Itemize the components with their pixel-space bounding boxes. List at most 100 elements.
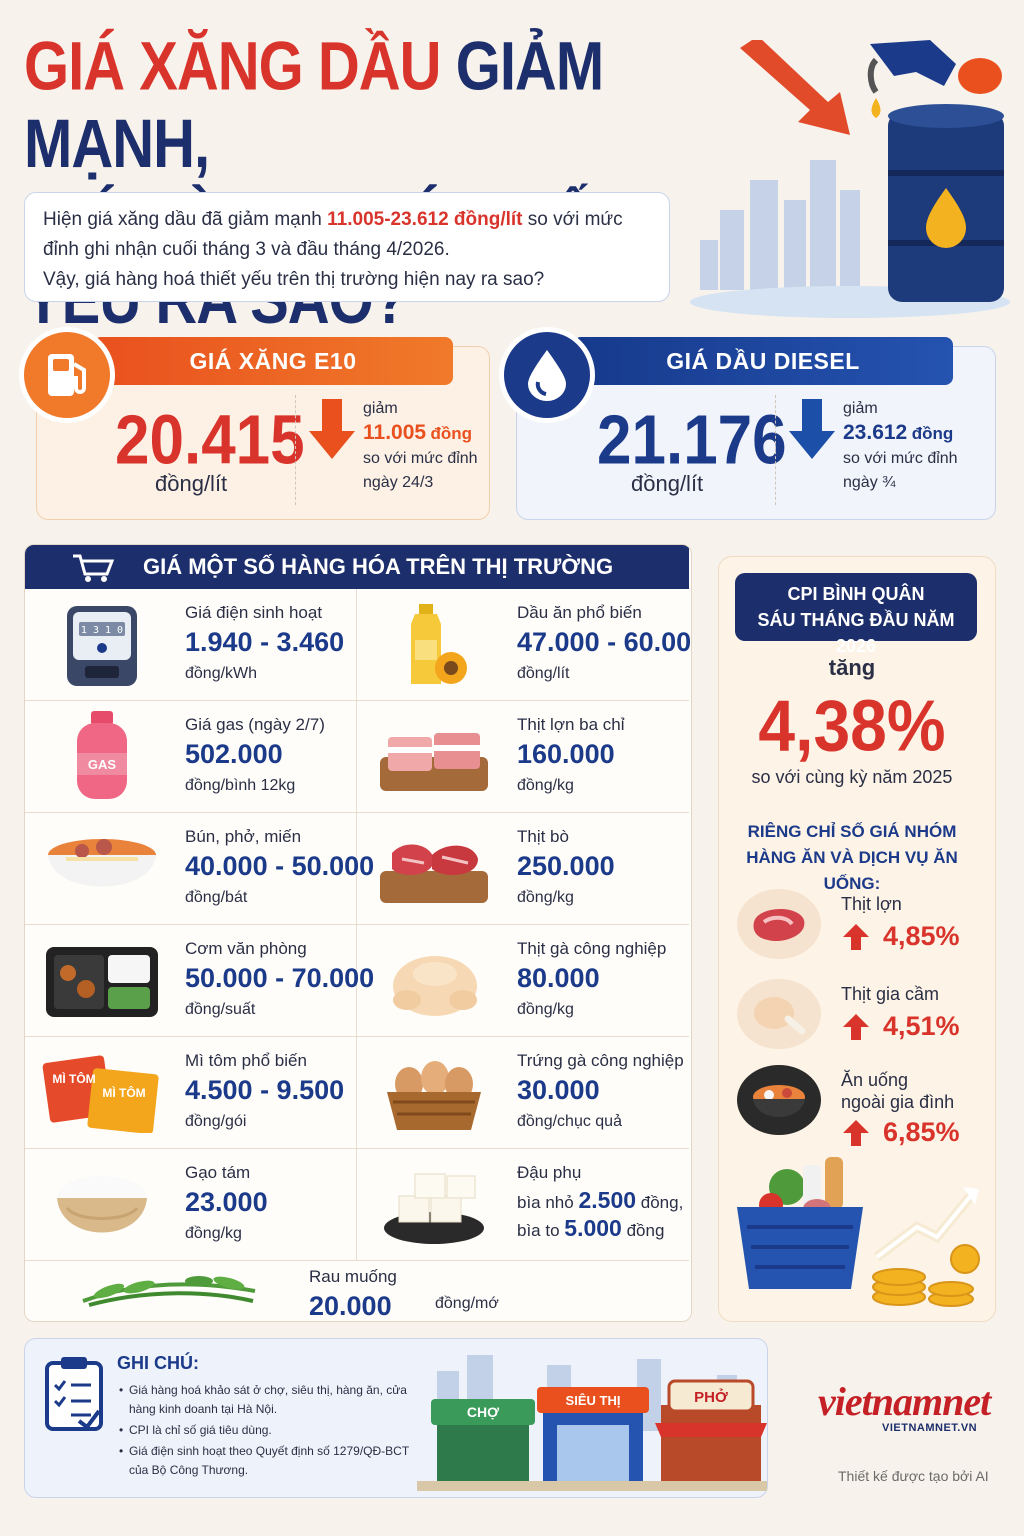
diesel-label: GIÁ DẦU DIESEL	[573, 337, 953, 385]
e10-drop-unit: đồng	[430, 424, 473, 443]
item-value: 80.000	[517, 963, 600, 993]
tofu-small-value: 2.500	[578, 1187, 637, 1213]
item-unit: đồng/kg	[517, 1001, 574, 1018]
cpi-subheading: RIÊNG CHỈ SỐ GIÁ NHÓM HÀNG ĂN VÀ DỊCH VỤ…	[719, 819, 985, 897]
beef-icon	[369, 821, 499, 917]
egg-basket-icon	[369, 1045, 499, 1141]
item-label: Bún, phở, miến	[185, 827, 302, 846]
item-unit: đồng/chục quả	[517, 1113, 622, 1130]
instant-noodle-icon: MÌ TÔM MÌ TÔM	[37, 1045, 167, 1141]
intro-box: Hiện giá xăng dầu đã giảm mạnh 11.005-23…	[24, 192, 670, 302]
cpi-compare: so với cùng kỳ năm 2025	[751, 767, 953, 787]
market-item: Bún, phở, miến 40.000 - 50.000 đồng/bát	[25, 813, 374, 925]
tofu-small-post: đồng,	[640, 1193, 684, 1212]
water-spinach-icon	[82, 1276, 256, 1307]
up-arrow-icon	[843, 1119, 869, 1146]
item-label: Thịt bò	[517, 827, 569, 846]
group-pct-value: 6,85%	[883, 1117, 960, 1147]
supermarket-sign: SIÊU THỊ	[566, 1393, 621, 1408]
market-prices-panel: GIÁ MỘT SỐ HÀNG HÓA TRÊN THỊ TRƯỜNG 1 3 …	[24, 544, 692, 1322]
divider	[295, 395, 296, 505]
e10-price: 20.415	[115, 402, 305, 480]
item-label: Giá gas (ngày 2/7)	[185, 715, 325, 734]
group-pct: 4,51%	[843, 1011, 960, 1042]
tofu-big-value: 5.000	[564, 1215, 622, 1241]
cooking-oil-icon	[369, 597, 499, 693]
gas-cylinder-icon: GAS	[37, 709, 167, 805]
market-item: Trứng gà công nghiệp 30.000 đồng/chục qu…	[357, 1037, 689, 1149]
group-name: Ăn uống ngoài gia đình	[841, 1069, 954, 1113]
up-arrow-icon	[843, 923, 869, 950]
item-value: 23.000	[185, 1187, 268, 1217]
food-bowl-icon	[737, 1065, 821, 1135]
market-heading: GIÁ MỘT SỐ HÀNG HÓA TRÊN THỊ TRƯỜNG	[25, 545, 689, 589]
item-value: 250.000	[517, 851, 615, 881]
diesel-drop: giảm 23.612 đồng so với mức đỉnh ngày ¾	[843, 397, 958, 495]
item-label: Thịt lợn ba chỉ	[517, 715, 625, 734]
storefronts-illustration: CHỢ SIÊU THỊ PHỞ	[417, 1355, 767, 1491]
cpi-group-pork: Thịt lợn 4,85%	[731, 887, 983, 971]
item-unit: đồng/kg	[517, 889, 574, 906]
cpi-up-word: tăng	[828, 655, 876, 680]
item-value: 1.940 - 3.460	[185, 627, 345, 657]
diesel-price: 21.176	[597, 402, 787, 480]
logo-url: VIETNAMNET.VN	[882, 1422, 978, 1434]
diesel-compare-date: ngày ¾	[843, 474, 896, 491]
oil-barrel-illustration	[690, 40, 1010, 318]
tofu-small: bìa nhỏ 2.500 đồng,	[517, 1187, 683, 1214]
oil-drop-icon	[499, 327, 595, 423]
cpi-group-dining: Ăn uống ngoài gia đình 6,85%	[731, 1063, 983, 1147]
title-navy: GIẢM MẠNH,	[24, 28, 604, 183]
market-heading-text: GIÁ MỘT SỐ HÀNG HÓA TRÊN THỊ TRƯỜNG	[143, 554, 614, 579]
spinach-unit: đồng/mớ	[435, 1295, 499, 1312]
market-item: MÌ TÔM MÌ TÔM Mì tôm phổ biến 4.500 - 9.5…	[25, 1037, 357, 1149]
item-label: Gạo tám	[185, 1163, 251, 1182]
item-unit: đồng/bát	[185, 889, 248, 906]
group-name-1: Ăn uống	[841, 1070, 909, 1090]
item-unit: đồng/bình 12kg	[185, 777, 296, 794]
market-item-tofu: Đậu phụ bìa nhỏ 2.500 đồng, bìa to 5.000…	[357, 1149, 689, 1261]
diesel-price-card: GIÁ DẦU DIESEL 21.176 đồng/lít giảm 23.6…	[499, 327, 996, 520]
chicken-icon	[369, 933, 499, 1029]
e10-compare: so với mức đỉnh	[363, 450, 478, 467]
market-item: Gạo tám 23.000 đồng/kg	[25, 1149, 357, 1261]
market-sign: CHỢ	[467, 1404, 499, 1420]
electric-meter-icon: 1 3 1 0	[37, 597, 167, 693]
note-item: CPI là chỉ số giá tiêu dùng.	[119, 1421, 409, 1440]
item-value: 160.000	[517, 739, 615, 769]
logo-wordmark: vietnamnet	[818, 1379, 991, 1424]
item-unit: đồng/gói	[185, 1113, 247, 1130]
cpi-value: 4,38%	[758, 684, 946, 766]
shopping-cart-icon	[73, 554, 115, 582]
item-unit: đồng/suất	[185, 1001, 256, 1018]
divider	[775, 395, 776, 505]
notes-heading: GHI CHÚ:	[117, 1353, 199, 1373]
market-item-spinach: Rau muống 20.000 đồng/mớ	[25, 1261, 689, 1321]
chicken-leg-icon	[737, 979, 821, 1049]
spinach-value: 20.000	[309, 1291, 392, 1321]
e10-drop-word: giảm	[363, 400, 398, 417]
item-label: Giá điện sinh hoạt	[185, 603, 323, 622]
market-item: Dầu ăn phổ biến 47.000 - 60.000 đồng/lít	[357, 589, 691, 701]
intro-highlight: 11.005-23.612 đồng/lít	[327, 209, 523, 230]
item-unit: đồng/kWh	[185, 665, 258, 682]
notes-panel: GHI CHÚ: Giá hàng hoá khảo sát ở chợ, si…	[24, 1338, 768, 1498]
title-red: GIÁ XĂNG DẦU	[24, 28, 442, 105]
diesel-drop-amount: 23.612	[843, 421, 908, 444]
e10-price-card: GIÁ XĂNG E10 20.415 đồng/lít giảm 11.005…	[19, 327, 490, 520]
group-name: Thịt lợn	[841, 894, 902, 914]
down-arrow-icon	[789, 399, 835, 459]
diesel-compare: so với mức đỉnh	[843, 450, 958, 467]
note-item: Giá điện sinh hoạt theo Quyết định số 12…	[119, 1442, 409, 1480]
tofu-label: Đậu phụ	[517, 1163, 582, 1182]
e10-drop: giảm 11.005 đồng so với mức đỉnh ngày 24…	[363, 397, 478, 495]
market-item: Cơm văn phòng 50.000 - 70.000 đồng/suất	[25, 925, 374, 1037]
notes-list: Giá hàng hoá khảo sát ở chợ, siêu thị, h…	[119, 1381, 409, 1482]
market-item: Thịt lợn ba chỉ 160.000 đồng/kg	[357, 701, 689, 813]
market-item: GAS Giá gas (ngày 2/7) 502.000 đồng/bình…	[25, 701, 357, 813]
tofu-big: bìa to 5.000 đồng	[517, 1215, 664, 1242]
pho-sign: PHỞ	[694, 1388, 728, 1406]
cpi-heading: CPI BÌNH QUÂN SÁU THÁNG ĐẦU NĂM 2026	[735, 573, 977, 656]
cpi-heading-1: CPI BÌNH QUÂN	[787, 584, 925, 604]
noodle-pack-text: MÌ TÔM	[52, 1071, 95, 1086]
